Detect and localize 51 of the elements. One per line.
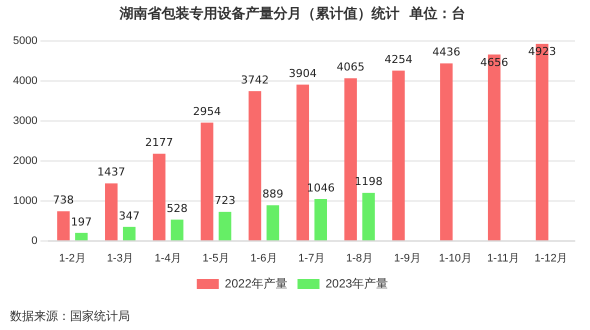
x-tick-label: 1-10月 (438, 252, 472, 264)
bar (152, 154, 166, 240)
x-tick-label: 1-12月 (534, 252, 568, 264)
bar (362, 192, 375, 240)
data-label: 738 (52, 194, 74, 207)
data-label: 528 (166, 202, 188, 216)
data-label: 4254 (384, 53, 412, 66)
x-tick-label: 1-6月 (250, 252, 278, 264)
x-tick-label: 1-5月 (202, 252, 230, 264)
y-tick-label: 2000 (12, 154, 38, 167)
bar (105, 183, 118, 240)
legend-label: 2023年产量 (326, 276, 388, 290)
data-label: 889 (262, 188, 284, 201)
y-tick-label: 4000 (12, 74, 38, 87)
data-label: 3904 (288, 67, 317, 80)
data-label: 2177 (145, 136, 174, 150)
x-tick-label: 1-3月 (106, 252, 134, 264)
data-label: 197 (70, 215, 92, 228)
data-label: 4065 (336, 60, 365, 74)
source-note: 数据来源：国家统计局 (10, 308, 130, 325)
bar (440, 63, 453, 240)
bar (248, 91, 262, 240)
y-tick-label: 3000 (12, 114, 38, 127)
bar (75, 232, 88, 240)
y-tick-label: 1000 (12, 194, 38, 207)
bar (122, 226, 136, 240)
y-tick-label: 0 (31, 234, 38, 247)
data-label: 3742 (240, 73, 269, 86)
x-tick-label: 1-11月 (487, 252, 520, 264)
y-tick-label: 5000 (12, 34, 38, 47)
x-tick-label: 1-2月 (58, 252, 86, 264)
bar (296, 84, 310, 240)
bar (200, 122, 214, 240)
bar (392, 70, 405, 240)
bar (170, 220, 184, 240)
bar (218, 212, 232, 240)
x-tick-label: 1-9月 (394, 252, 421, 264)
data-label: 1437 (97, 166, 126, 179)
data-label: 4436 (432, 46, 460, 59)
chart-title: 湖南省包装专用设备产量分月（累计值）统计 单位：台 (118, 5, 466, 22)
x-tick-label: 1-8月 (346, 252, 374, 264)
x-tick-label: 1-7月 (298, 252, 326, 264)
legend-label: 2022年产量 (224, 276, 288, 290)
bar (57, 211, 70, 240)
data-label: 2954 (193, 105, 222, 118)
bar (314, 198, 327, 240)
bar (266, 205, 280, 240)
x-tick-label: 1-4月 (154, 252, 182, 264)
data-label: 347 (118, 209, 140, 222)
data-label: 723 (214, 194, 236, 208)
bar (344, 78, 357, 240)
